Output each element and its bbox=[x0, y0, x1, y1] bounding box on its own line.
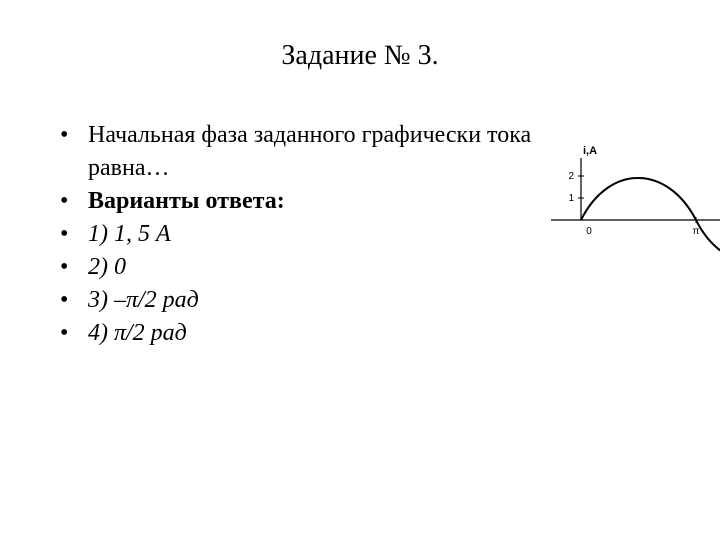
option-1-text: 1) 1, 5 А bbox=[88, 221, 171, 248]
answers-header: Варианты ответа: bbox=[88, 188, 285, 215]
option-2: • 2) 0 bbox=[60, 254, 531, 281]
text-column: • Начальная фаза заданного графически то… bbox=[60, 122, 531, 353]
question-text-2: равна… bbox=[88, 155, 169, 182]
svg-text:0: 0 bbox=[586, 226, 592, 237]
option-3-text: 3) –π/2 рад bbox=[88, 287, 199, 314]
option-4: • 4) π/2 рад bbox=[60, 320, 531, 347]
bullet-icon: • bbox=[60, 287, 88, 314]
chart-svg: 120π2πi,Aωt, рад bbox=[531, 140, 720, 280]
question-line-2: равна… bbox=[60, 155, 531, 182]
svg-text:π: π bbox=[693, 226, 700, 237]
bullet-icon: • bbox=[60, 320, 88, 347]
bullet-icon: • bbox=[60, 221, 88, 248]
chart-column: 120π2πi,Aωt, рад bbox=[531, 122, 720, 280]
svg-text:i,A: i,A bbox=[583, 145, 597, 157]
svg-text:1: 1 bbox=[569, 193, 575, 204]
answers-header-line: • Варианты ответа: bbox=[60, 188, 531, 215]
option-2-text: 2) 0 bbox=[88, 254, 126, 281]
option-1: • 1) 1, 5 А bbox=[60, 221, 531, 248]
bullet-icon: • bbox=[60, 254, 88, 281]
content-area: • Начальная фаза заданного графически то… bbox=[60, 122, 660, 353]
bullet-icon: • bbox=[60, 122, 88, 149]
option-3: • 3) –π/2 рад bbox=[60, 287, 531, 314]
option-4-text: 4) π/2 рад bbox=[88, 320, 187, 347]
svg-text:2: 2 bbox=[569, 171, 575, 182]
slide-title: Задание № 3. bbox=[60, 40, 660, 72]
question-text-1: Начальная фаза заданного графически тока bbox=[88, 122, 531, 149]
sine-chart: 120π2πi,Aωt, рад bbox=[531, 140, 720, 280]
bullet-icon: • bbox=[60, 188, 88, 215]
question-line-1: • Начальная фаза заданного графически то… bbox=[60, 122, 531, 149]
